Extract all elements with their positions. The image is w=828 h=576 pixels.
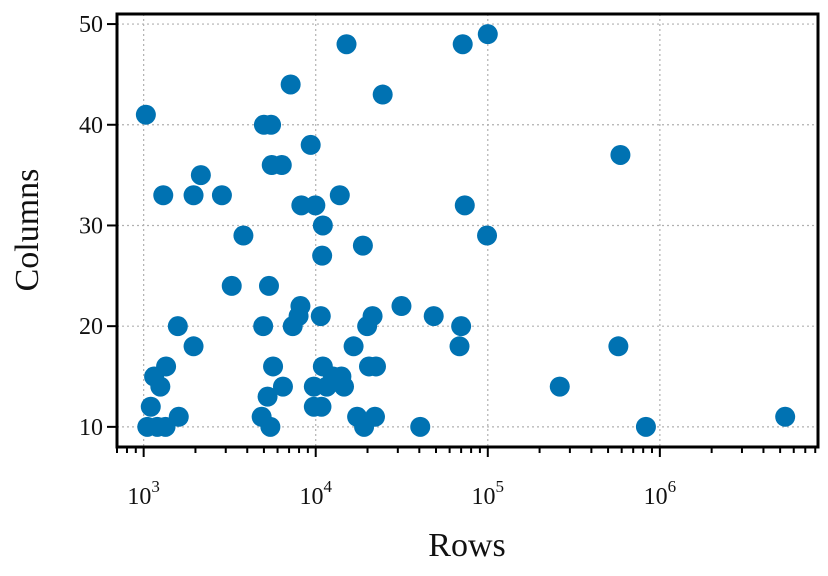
scatter-point: [391, 296, 412, 317]
scatter-point: [190, 165, 211, 186]
scatter-point: [310, 306, 331, 327]
scatter-point: [271, 155, 292, 176]
scatter-point: [135, 104, 156, 125]
scatter-point: [150, 376, 171, 397]
scatter-point: [477, 225, 498, 246]
x-tick-label: 106: [644, 477, 677, 510]
scatter-point: [423, 306, 444, 327]
scatter-point: [233, 225, 254, 246]
scatter-point: [775, 406, 796, 427]
y-tick-label: 10: [79, 415, 103, 441]
y-tick-label: 50: [79, 12, 103, 38]
scatter-point: [364, 406, 385, 427]
scatter-point: [261, 114, 282, 135]
scatter-point: [167, 316, 188, 337]
scatter-point: [257, 386, 278, 407]
grid-lines: [117, 14, 818, 447]
x-axis-label: Rows: [428, 527, 505, 564]
scatter-point: [290, 296, 311, 317]
axis-ticks: [107, 23, 817, 457]
scatter-point: [454, 195, 475, 216]
y-tick-label: 20: [79, 314, 103, 340]
scatter-point: [365, 356, 386, 377]
plot-frame: [115, 12, 820, 449]
data-points: [135, 24, 796, 437]
scatter-point: [362, 306, 383, 327]
scatter-point: [140, 396, 161, 417]
scatter-point: [153, 185, 174, 206]
scatter-point: [183, 336, 204, 357]
scatter-point: [449, 336, 470, 357]
scatter-point: [312, 215, 333, 236]
scatter-point: [312, 245, 333, 266]
scatter-point: [260, 416, 281, 437]
scatter-point: [258, 275, 279, 296]
scatter-point: [221, 275, 242, 296]
scatter-point: [329, 185, 350, 206]
scatter-point: [156, 356, 177, 377]
scatter-point: [410, 416, 431, 437]
x-tick-label: 103: [127, 477, 160, 510]
scatter-point: [291, 195, 312, 216]
scatter-point: [211, 185, 232, 206]
tick-labels: 103 104 105 106 10 20 30 40 50: [79, 12, 676, 510]
scatter-point: [635, 416, 656, 437]
scatter-point: [253, 316, 274, 337]
scatter-point: [280, 74, 301, 95]
scatter-point: [477, 24, 498, 45]
scatter-point: [452, 34, 473, 55]
scatter-point: [608, 336, 629, 357]
scatter-point: [336, 34, 357, 55]
scatter-point: [334, 376, 355, 397]
scatter-point: [311, 396, 332, 417]
y-axis-label: Columns: [9, 169, 46, 292]
scatter-point: [272, 376, 293, 397]
scatter-point: [549, 376, 570, 397]
scatter-point: [168, 406, 189, 427]
x-tick-label: 105: [472, 477, 505, 510]
scatter-point: [352, 235, 373, 256]
y-tick-label: 30: [79, 213, 103, 239]
y-tick-label: 40: [79, 113, 103, 139]
scatter-point: [300, 134, 321, 155]
scatter-point: [305, 195, 326, 216]
scatter-point: [610, 144, 631, 165]
x-tick-label: 104: [299, 477, 332, 510]
scatter-point: [451, 316, 472, 337]
scatter-point: [343, 336, 364, 357]
scatter-point: [372, 84, 393, 105]
scatter-point: [183, 185, 204, 206]
scatter-point: [263, 356, 284, 377]
